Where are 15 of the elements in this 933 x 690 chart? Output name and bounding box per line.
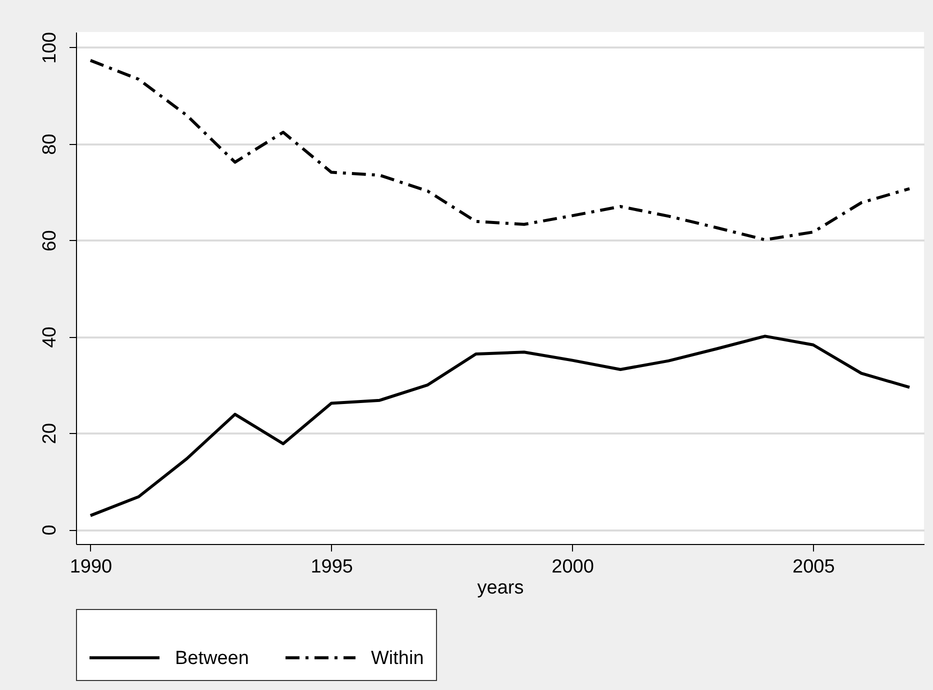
y-tick-label: 80 — [40, 134, 60, 155]
legend-label: Within — [371, 648, 424, 669]
y-tick-label: 60 — [40, 230, 60, 252]
x-tick-label: 1990 — [70, 556, 112, 578]
y-tick-label: 0 — [40, 524, 60, 536]
line-series — [88, 334, 912, 518]
y-tick-label: 20 — [40, 423, 60, 444]
y-tick-label: 100 — [40, 32, 60, 64]
x-tick-label: 2000 — [552, 556, 594, 578]
x-tick-label: 1995 — [310, 556, 354, 578]
line-series — [88, 58, 912, 242]
x-tick-label: 2005 — [792, 556, 835, 578]
y-tick-label: 40 — [40, 326, 60, 348]
legend-label: Between — [175, 648, 249, 669]
x-axis-title: years — [477, 578, 524, 598]
